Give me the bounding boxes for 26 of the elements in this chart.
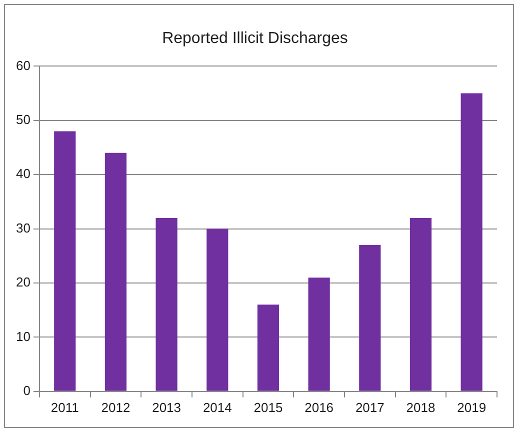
bar: [257, 304, 280, 391]
y-tick-label: 40: [16, 166, 30, 182]
bar: [54, 131, 76, 391]
x-tick-label: 2017: [355, 400, 384, 415]
bar: [460, 93, 482, 391]
x-tick-label: 2011: [50, 400, 79, 415]
bar: [156, 218, 178, 391]
x-tick-label: 2012: [101, 400, 130, 415]
y-tick-label: 60: [16, 58, 30, 73]
y-tick-label: 10: [16, 328, 30, 344]
bar: [104, 152, 127, 391]
y-tick-label: 0: [23, 382, 30, 398]
x-tick-label: 2016: [304, 400, 334, 415]
y-tick-label: 20: [16, 274, 30, 290]
bar: [206, 228, 228, 391]
bar: [410, 218, 432, 391]
x-tick-label: 2015: [254, 400, 283, 415]
x-tick-label: 2018: [406, 400, 436, 415]
bar: [308, 278, 330, 391]
x-tick-label: 2014: [202, 400, 232, 415]
y-tick-label: 30: [16, 220, 30, 236]
chart-title: Reported Illicit Discharges: [162, 30, 348, 48]
y-tick-label: 50: [16, 112, 30, 127]
x-tick-label: 2013: [152, 400, 182, 415]
bar: [359, 245, 381, 391]
x-tick-label: 2019: [457, 400, 486, 415]
